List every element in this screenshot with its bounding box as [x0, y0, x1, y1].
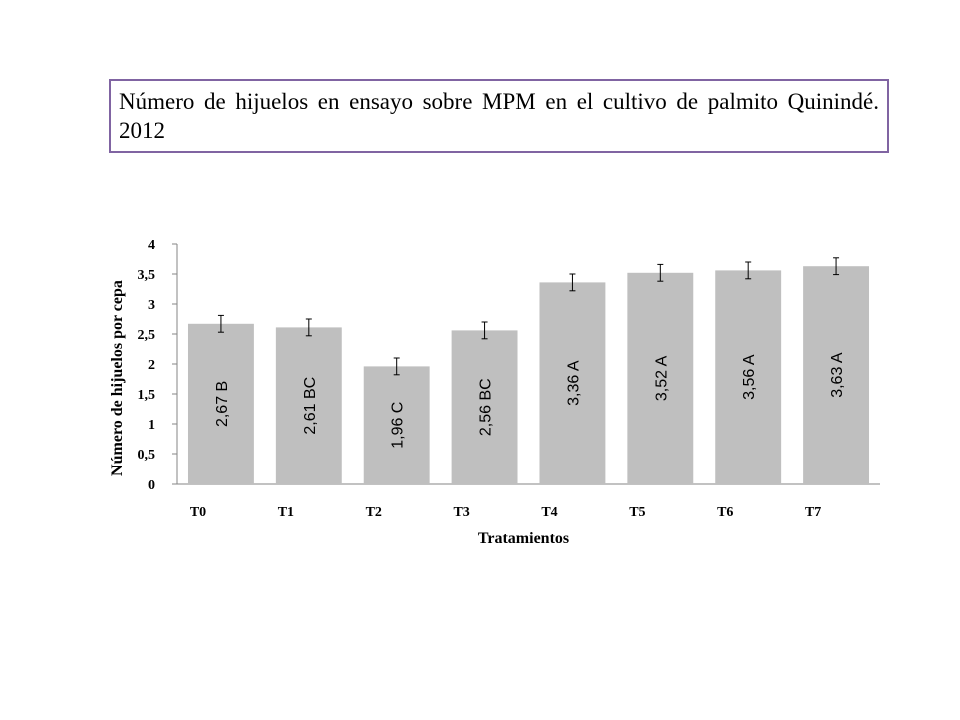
y-tick-label: 1 [148, 418, 155, 433]
bar [363, 366, 430, 484]
y-tick-label: 3 [148, 298, 155, 313]
bar-data-label: 2,61 BC [302, 377, 319, 435]
y-tick-label: 4 [148, 238, 155, 253]
x-tick-label: T6 [717, 505, 733, 520]
x-tick-label: T4 [541, 505, 557, 520]
y-tick-label: 0,5 [138, 448, 156, 463]
chart-title: Número de hijuelos en ensayo sobre MPM e… [119, 89, 879, 143]
bar-data-label: 3,52 A [653, 355, 670, 401]
bar [451, 330, 518, 484]
bar [539, 282, 606, 484]
plot-area: 0 0,5 1 1,5 2 2,5 3 3,5 4 2,67 B T0 2,61 BC T1 1,96 C… [138, 238, 880, 520]
y-tick-label: 2 [148, 358, 155, 373]
bar-data-label: 2,67 B [214, 381, 231, 427]
bar-data-label: 2,56 BC [478, 378, 495, 436]
x-tick-label: T7 [805, 505, 821, 520]
bar [803, 266, 870, 484]
y-tick-label: 2,5 [138, 328, 156, 343]
x-tick-label: T2 [366, 505, 382, 520]
bar [187, 323, 254, 484]
bar-data-label: 1,96 C [390, 402, 407, 449]
bar [627, 272, 694, 484]
bar-data-label: 3,36 A [565, 360, 582, 406]
bar-data-label: 3,56 A [741, 354, 758, 400]
y-tick-label: 0 [148, 478, 155, 493]
y-tick-label: 3,5 [138, 268, 156, 283]
y-tick-label: 1,5 [138, 388, 156, 403]
bar [275, 327, 342, 484]
x-tick-label: T5 [629, 505, 645, 520]
x-tick-label: T0 [190, 505, 206, 520]
chart-title-box: Número de hijuelos en ensayo sobre MPM e… [109, 79, 889, 153]
x-tick-label: T3 [453, 505, 469, 520]
x-tick-label: T1 [278, 505, 294, 520]
bar-data-label: 3,63 A [829, 352, 846, 398]
bar [715, 270, 782, 484]
y-axis-title: Número de hijuelos por cepa [109, 280, 126, 476]
x-axis-title: Tratamientos [478, 530, 569, 547]
